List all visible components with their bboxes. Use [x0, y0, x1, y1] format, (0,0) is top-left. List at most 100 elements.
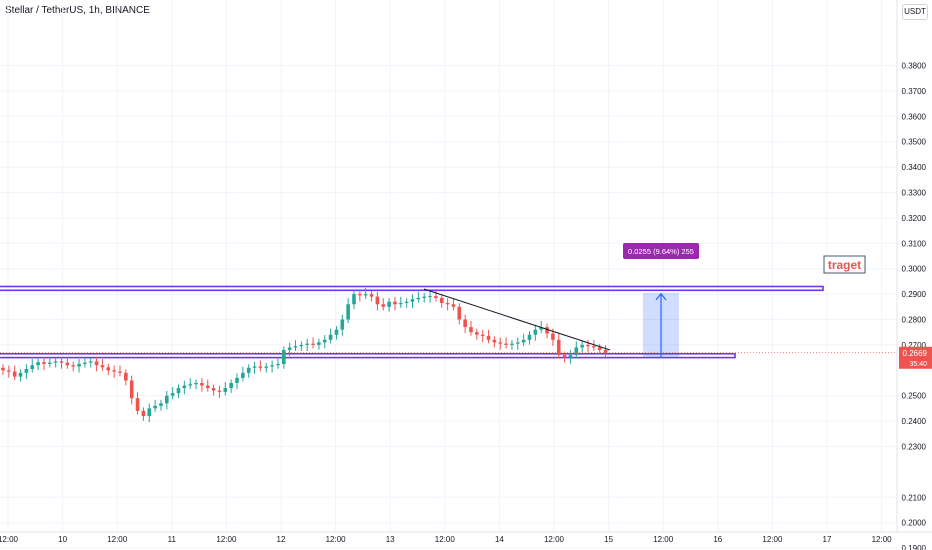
candle-body — [118, 371, 122, 373]
candle-body — [287, 347, 292, 350]
candle-body — [1, 367, 5, 371]
candle-body — [299, 344, 304, 347]
candle-body — [387, 301, 391, 307]
chart-title: Stellar / TetherUS, 1h, BINANCE — [5, 5, 150, 16]
candle-body — [422, 296, 426, 298]
candle-body — [53, 361, 58, 363]
candle-body — [94, 361, 99, 366]
candle-body — [504, 343, 508, 345]
currency-selector[interactable]: USDT — [902, 4, 928, 20]
candle-body — [241, 372, 245, 378]
candle-body — [480, 334, 485, 337]
candle-body — [30, 365, 35, 370]
candle-body — [83, 362, 87, 364]
candle-body — [475, 332, 479, 335]
candle-body — [170, 393, 175, 396]
bar-countdown: 35:40 — [909, 361, 927, 368]
candle-body — [141, 410, 146, 417]
candle-body — [416, 297, 421, 300]
last-price-value: 0.2669 — [903, 349, 928, 358]
candle-body — [597, 347, 602, 350]
candle-body — [363, 294, 368, 296]
candle-body — [182, 385, 187, 389]
candle-body — [77, 363, 81, 367]
price-tick-label: 0.3700 — [902, 87, 927, 96]
time-tick-label: 16 — [713, 535, 722, 544]
time-tick-label: 12 — [277, 535, 286, 544]
target-label: traget — [828, 258, 861, 272]
time-tick-label: 12:00 — [762, 535, 783, 544]
candle-body — [112, 370, 116, 372]
candle-body — [317, 342, 321, 345]
candle-body — [346, 304, 350, 320]
price-tick-label: 0.3000 — [902, 265, 927, 274]
candle-body — [270, 365, 274, 367]
candle-body — [393, 301, 397, 305]
candle-body — [358, 294, 362, 296]
time-tick-label: 12:00 — [435, 535, 456, 544]
candle-body — [252, 366, 257, 368]
candle-body — [551, 333, 555, 340]
candle-body — [211, 388, 216, 391]
candle-body — [463, 319, 467, 328]
price-scale[interactable]: 0.3800 0.3700 0.3600 0.3500 0.3400 0.3300 0.32… — [902, 62, 927, 550]
candle-body — [539, 327, 543, 330]
support-zone — [0, 352, 736, 359]
candle-body — [352, 294, 356, 305]
candle-body — [592, 346, 596, 348]
last-price-tag-bg — [899, 346, 932, 369]
candle-body — [404, 301, 409, 303]
candle-body — [369, 294, 374, 297]
candle-body — [305, 343, 309, 345]
time-tick-label: 11 — [168, 535, 177, 544]
price-tick-label: 0.2800 — [902, 316, 927, 325]
candle-body — [428, 296, 432, 298]
candle-body — [12, 371, 17, 377]
candle-body — [381, 304, 386, 307]
candle-body — [88, 361, 93, 363]
candle-body — [264, 366, 269, 368]
candle-body — [124, 372, 128, 381]
candle-body — [568, 355, 573, 358]
candle-body — [235, 377, 239, 383]
measure-label: 0.0255 (9.64%) 255 — [628, 247, 694, 256]
candle-body — [545, 327, 549, 334]
candle-body — [106, 367, 111, 371]
price-tick-label: 0.3800 — [902, 62, 927, 71]
price-tick-label: 0.3100 — [902, 239, 927, 248]
time-tick-label: 12:00 — [872, 535, 893, 544]
candle-body — [562, 355, 567, 358]
candle-body — [410, 299, 415, 302]
price-tick-label: 0.3500 — [902, 138, 927, 147]
time-tick-label: 12:00 — [107, 535, 128, 544]
candle-body — [205, 385, 210, 389]
price-tick-label: 0.3200 — [902, 214, 927, 223]
candle-body — [200, 383, 204, 386]
candle-body — [510, 343, 514, 345]
price-tick-label: 0.3400 — [902, 163, 927, 172]
candle-body — [135, 398, 140, 411]
descending-trendline — [423, 288, 611, 351]
candle-body — [580, 344, 584, 348]
candle-body — [194, 383, 198, 385]
candle-body — [492, 339, 497, 343]
candle-body — [469, 327, 473, 333]
time-scale[interactable]: 12:00 10 12:00 11 12:00 12 12:00 13 12:00 14 12:00… — [0, 535, 892, 544]
candle-body — [603, 349, 608, 353]
candle-body — [24, 369, 29, 373]
candle-body — [18, 372, 23, 377]
candle-body — [311, 343, 315, 345]
candle-body — [258, 366, 263, 368]
time-tick-label: 12:00 — [544, 535, 565, 544]
candle-body — [159, 403, 163, 406]
time-tick-label: 13 — [386, 535, 395, 544]
candle-body — [71, 365, 75, 367]
candle-body — [276, 363, 280, 366]
candle-body — [36, 362, 40, 366]
time-tick-label: 12:00 — [653, 535, 674, 544]
candle-body — [229, 383, 233, 389]
price-tick-label: 0.3600 — [902, 112, 927, 121]
candle-body — [340, 319, 345, 330]
candle-body — [59, 361, 64, 363]
